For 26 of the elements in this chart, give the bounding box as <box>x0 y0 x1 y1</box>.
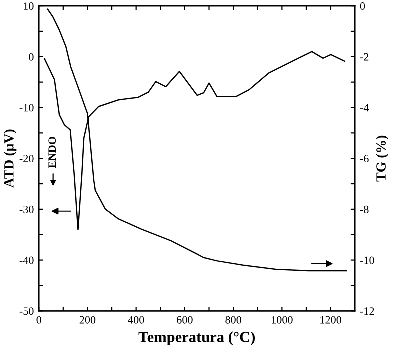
y2-axis-title: TG (%) <box>376 136 389 182</box>
y-tick-label: 0 <box>29 53 34 61</box>
y2-tick-label: -10 <box>360 256 374 264</box>
line-series <box>47 8 348 272</box>
annotation: ENDO <box>48 136 56 168</box>
x-tick-label: 1200 <box>320 316 342 324</box>
y2-tick-label: 0 <box>360 2 366 10</box>
y-tick-label: -50 <box>20 308 34 316</box>
y-tick-label: -30 <box>20 206 34 214</box>
x-tick-label: 600 <box>177 316 193 324</box>
y2-tick-label: -4 <box>360 104 370 112</box>
y2-tick-label: -8 <box>360 206 369 214</box>
y-tick-label: -40 <box>20 256 34 264</box>
y2-tick-label: -12 <box>360 308 374 315</box>
y2-tick-label: -2 <box>360 53 369 61</box>
x-tick-label: 1000 <box>272 316 293 324</box>
y-axis-title: ATD (μV) <box>4 130 17 188</box>
y-tick-label: 10 <box>24 2 34 10</box>
y-tick-label: -10 <box>20 104 34 112</box>
x-tick-label: 200 <box>80 316 96 324</box>
y-tick-label: -20 <box>20 155 34 163</box>
x-tick-label: 0 <box>36 316 42 324</box>
x-axis-title: Temperatura (°C) <box>138 332 256 346</box>
y2-tick-label: -6 <box>360 155 369 163</box>
x-tick-label: 400 <box>128 316 144 324</box>
x-tick-label: 800 <box>226 316 242 324</box>
